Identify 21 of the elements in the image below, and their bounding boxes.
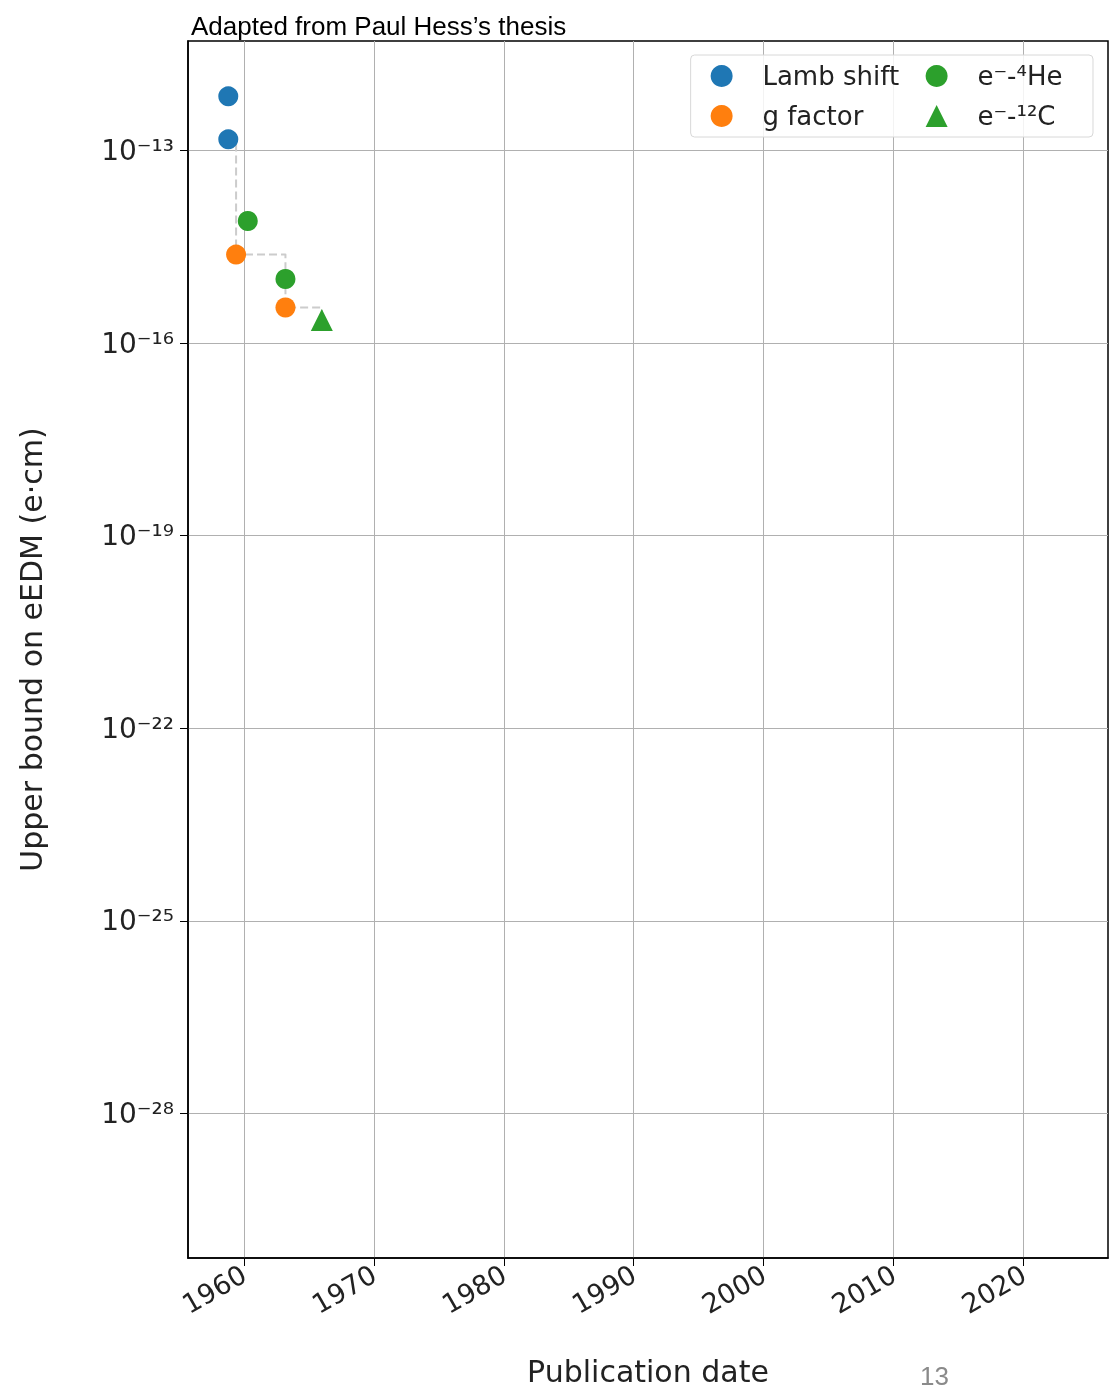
point bbox=[275, 297, 296, 318]
point bbox=[237, 211, 258, 232]
legend-label: Lamb shift bbox=[737, 61, 916, 91]
y-tick-label: 10⁻²⁸ bbox=[101, 1096, 174, 1130]
text: 13 bbox=[920, 1361, 949, 1391]
legend-label: g factor bbox=[737, 101, 880, 131]
legend-label: e⁻-⁴He bbox=[952, 61, 1080, 91]
point bbox=[218, 129, 239, 150]
y-tick-label: 10⁻²⁵ bbox=[101, 904, 174, 938]
legend-label: e⁻-¹²C bbox=[952, 101, 1073, 131]
y-tick-label: 10⁻¹⁶ bbox=[101, 326, 174, 360]
point bbox=[226, 244, 247, 265]
point bbox=[310, 308, 333, 331]
y-tick-label: 10⁻¹³ bbox=[101, 134, 174, 168]
y-axis-title: Upper bound on eEDM (e·cm) bbox=[13, 427, 49, 872]
point bbox=[218, 86, 239, 107]
point bbox=[275, 268, 296, 289]
y-tick-label: 10⁻¹⁹ bbox=[101, 519, 174, 553]
y-tick-label: 10⁻²² bbox=[101, 711, 174, 745]
chart-title: Adapted from Paul Hess’s thesis bbox=[191, 11, 567, 41]
x-axis-title: Publication date bbox=[527, 1353, 769, 1389]
